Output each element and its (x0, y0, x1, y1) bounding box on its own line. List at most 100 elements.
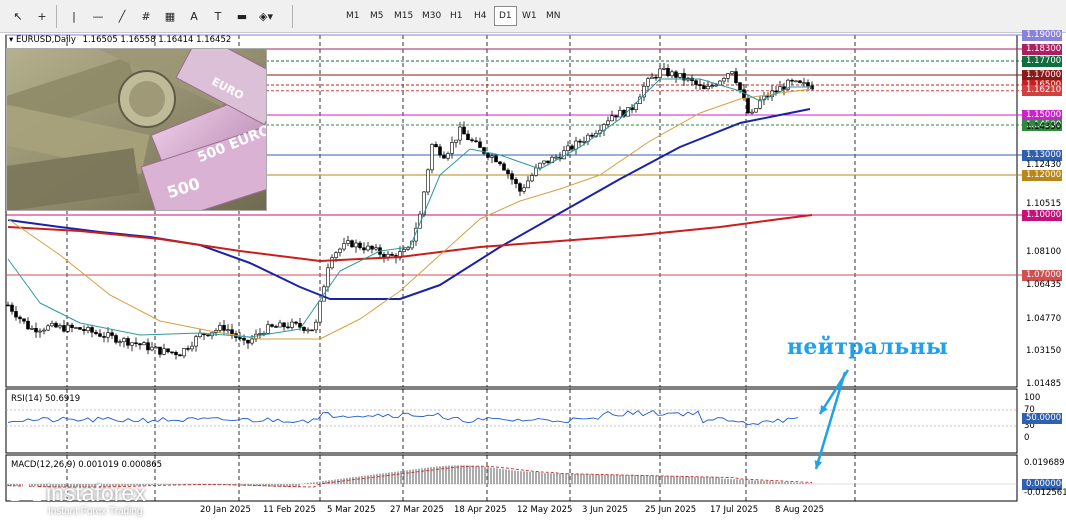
candle-bull (46, 325, 50, 331)
vertical-line-tool[interactable]: | (72, 10, 76, 23)
horizontal-line-tool[interactable]: — (92, 10, 104, 23)
timeframe-m30[interactable]: M30 (422, 11, 442, 21)
fibonacci-tool[interactable]: # (141, 10, 151, 23)
price-level-label: 1.10000 (1022, 209, 1062, 221)
candle-bull (802, 82, 806, 84)
candle-bear (158, 346, 162, 355)
candle-bear (110, 332, 114, 336)
toolbar-separator (56, 5, 57, 28)
candle-bear (90, 327, 94, 333)
macd-label: MACD(12,26,9) 0.001019 0.000865 (11, 460, 163, 470)
candle-bear (230, 329, 234, 334)
annotation-arrowhead (814, 460, 823, 469)
macd-axis-tick: 0.000000 (1022, 478, 1066, 490)
candle-bull (130, 342, 134, 346)
text-label-tool[interactable]: T (214, 10, 222, 23)
date-axis-label: 18 Apr 2025 (454, 505, 507, 515)
price-level-label: 1.18300 (1022, 43, 1062, 55)
shapes-menu[interactable]: ◈▾ (259, 10, 273, 23)
candle-bear (282, 322, 286, 328)
candle-bull (278, 322, 282, 328)
candle-bull (314, 321, 318, 331)
candle-bear (674, 71, 678, 78)
candle-bull (354, 242, 358, 248)
candle-bull (154, 346, 158, 349)
candle-bear (10, 304, 14, 312)
timeframe-d1[interactable]: D1 (494, 6, 517, 26)
candle-bear (78, 327, 82, 330)
candle-bull (366, 245, 370, 251)
money-photo: 500 EURO 500 EURO (6, 48, 267, 211)
candle-bear (138, 343, 142, 346)
candle-bull (290, 321, 294, 328)
timeframe-h1[interactable]: H1 (450, 11, 463, 21)
candle-bear (34, 328, 38, 333)
rsi-line (7, 410, 799, 426)
text-tool[interactable]: A (190, 10, 198, 23)
candle-bear (654, 76, 658, 79)
price-axis-tick: 1.12430 (1026, 160, 1062, 171)
trendline-tool[interactable]: ╱ (118, 10, 126, 23)
candle-bear (498, 161, 502, 165)
date-axis-label: 11 Feb 2025 (263, 505, 316, 515)
candle-bear (502, 163, 506, 171)
candle-bull (402, 249, 406, 252)
candle-bear (774, 90, 778, 93)
candle-bull (710, 85, 714, 87)
candle-bull (522, 187, 526, 192)
candle-bull (754, 108, 758, 113)
cursor-tool[interactable]: ↖ (13, 10, 23, 23)
candle-bull (346, 240, 350, 244)
rectangle-tool[interactable]: ▬ (236, 10, 248, 23)
chart-menu-icon[interactable]: ▾ (9, 35, 14, 45)
candle-bear (470, 139, 474, 142)
date-axis-label: 5 Mar 2025 (327, 505, 376, 515)
channel-tool[interactable]: ▦ (164, 10, 176, 23)
candle-bull (50, 322, 54, 327)
candle-bull (706, 86, 710, 90)
annotation-arrowhead (820, 405, 828, 414)
price-level-label: 1.07000 (1022, 269, 1062, 281)
candle-bear (134, 342, 138, 345)
candle-bull (162, 348, 166, 355)
candle-bear (270, 324, 274, 327)
instaforex-logo: instaforex Instant Forex Trading (6, 478, 186, 522)
timeframe-m5[interactable]: M5 (370, 11, 384, 21)
timeframe-m1[interactable]: M1 (346, 11, 360, 21)
candle-bull (534, 167, 538, 176)
candle-bull (250, 338, 254, 344)
candle-bull (406, 247, 410, 250)
candle-bear (14, 311, 18, 318)
candle-bull (58, 325, 62, 328)
candle-bull (334, 252, 338, 258)
candle-bull (730, 71, 734, 74)
candle-bear (286, 326, 290, 329)
candle-bull (306, 329, 310, 332)
candle-bull (670, 71, 674, 77)
candle-bull (714, 84, 718, 87)
chart-canvas[interactable] (0, 33, 1066, 522)
candle-bear (462, 126, 466, 135)
chart-symbol: EURUSD,Daily (15, 35, 76, 45)
candle-bear (370, 245, 374, 250)
candle-bull (266, 324, 270, 334)
candle-bear (570, 145, 574, 150)
candle-bull (326, 267, 330, 288)
candle-bull (530, 175, 534, 182)
rsi-axis-tick: 70 (1024, 405, 1035, 415)
candle-bull (330, 257, 334, 269)
timeframe-h4[interactable]: H4 (474, 11, 487, 21)
crosshair-tool[interactable]: + (37, 10, 47, 23)
candle-bull (538, 162, 542, 169)
timeframe-m15[interactable]: M15 (394, 11, 414, 21)
candle-bear (514, 179, 518, 184)
candle-bear (166, 348, 170, 353)
candle-bull (458, 126, 462, 141)
candle-bear (18, 316, 22, 320)
chart-header: ▾ EURUSD,Daily 1.16505 1.16558 1.16414 1… (9, 35, 231, 45)
timeframe-w1[interactable]: W1 (522, 11, 537, 21)
rsi-window-frame (5, 388, 1018, 454)
annotation-arrow (814, 371, 847, 470)
timeframe-mn[interactable]: MN (546, 11, 561, 21)
candle-bull (218, 325, 222, 331)
